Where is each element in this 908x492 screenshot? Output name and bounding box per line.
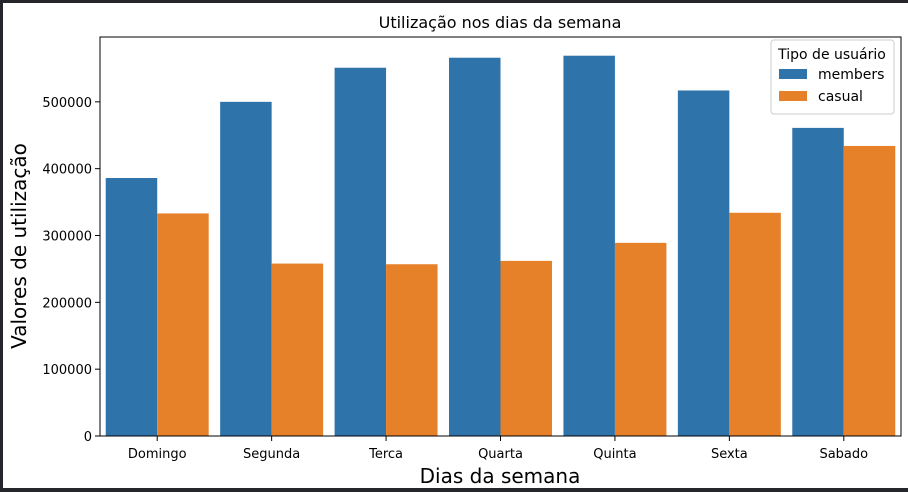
legend-label-members: members [818, 67, 884, 83]
x-axis: Domingo Segunda Terca Quarta Quinta Sexta Saba… [128, 436, 868, 462]
x-tick-label: Quinta [593, 447, 636, 462]
legend-swatch-members [779, 69, 807, 79]
bar-chart: Utilização nos dias da semana 0 100000 200… [7, 13, 902, 488]
x-tick-label: Terca [368, 447, 403, 462]
x-tick-label: Sexta [711, 447, 748, 462]
bar-casual-sexta [729, 212, 781, 436]
chart-title: Utilização nos dias da semana [379, 13, 622, 32]
bar-casual-sabado [843, 145, 896, 436]
bar-members-terca [334, 67, 387, 437]
y-tick-label: 200000 [42, 296, 92, 311]
bar-members-quinta [563, 55, 615, 437]
x-tick-label: Sabado [819, 447, 868, 462]
bar-casual-segunda [271, 263, 324, 436]
y-tick-label: 400000 [42, 163, 92, 178]
y-tick-label: 500000 [42, 96, 92, 111]
y-tick-label: 100000 [42, 363, 92, 378]
bar-casual-terca [386, 264, 438, 436]
y-axis: 0 100000 200000 300000 400000 500000 [42, 96, 100, 445]
x-axis-label: Dias da semana [420, 464, 581, 488]
legend-title: Tipo de usuário [777, 47, 886, 63]
legend-swatch-casual [779, 91, 807, 101]
y-axis-label: Valores de utilização [7, 143, 31, 349]
bars-group [105, 55, 896, 437]
bar-members-quarta [449, 57, 501, 436]
legend-label-casual: casual [818, 89, 863, 105]
bar-members-sabado [792, 127, 844, 436]
x-tick-label: Quarta [478, 447, 523, 462]
legend: Tipo de usuário members casual [770, 39, 895, 115]
bar-casual-quarta [500, 260, 552, 436]
bar-members-domingo [105, 178, 158, 436]
x-tick-label: Segunda [243, 447, 300, 462]
x-tick-label: Domingo [128, 447, 187, 462]
chart-figure: Utilização nos dias da semana 0 100000 200… [3, 3, 908, 488]
bar-casual-domingo [157, 213, 209, 436]
plot-frame [99, 36, 902, 437]
y-tick-label: 0 [84, 430, 92, 445]
bar-members-sexta [677, 90, 730, 436]
y-tick-label: 300000 [42, 229, 92, 244]
bar-members-segunda [220, 101, 272, 436]
bar-casual-quinta [614, 242, 667, 436]
